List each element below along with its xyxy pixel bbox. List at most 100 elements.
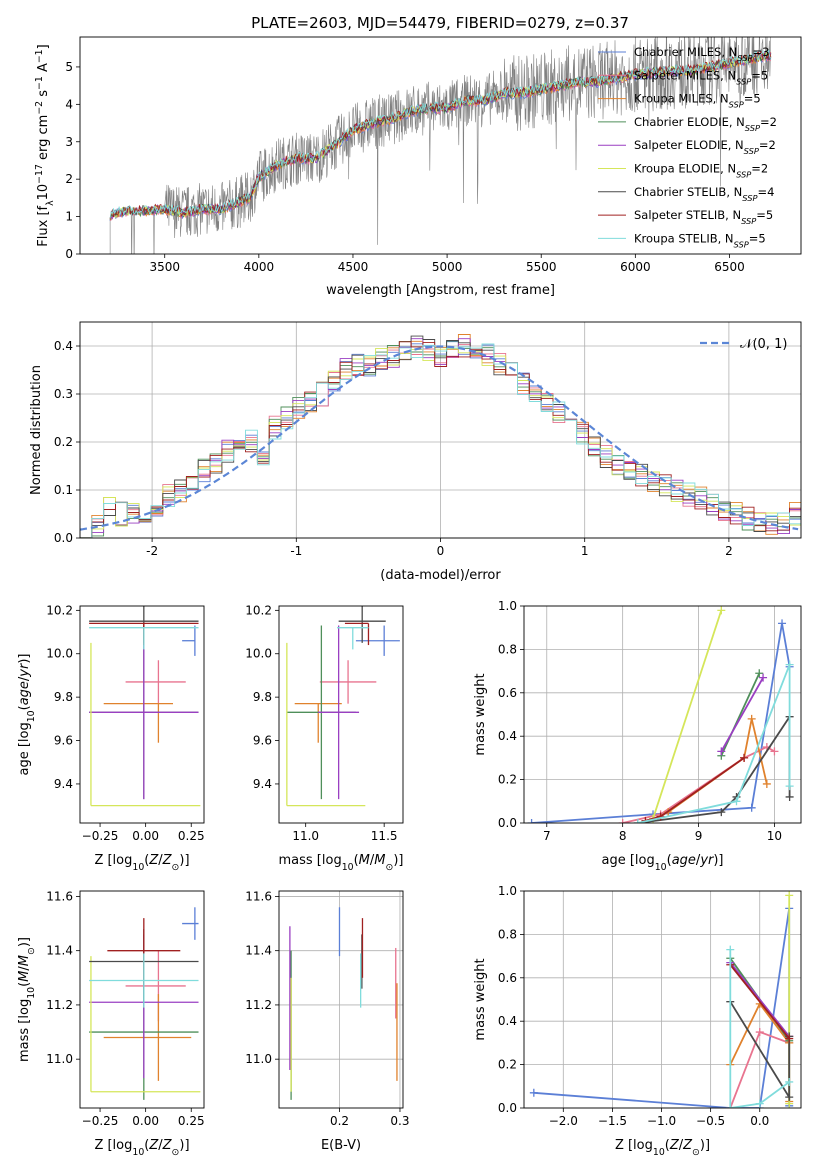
y-tick-label: 9.8 — [253, 690, 272, 704]
y-tick-label: 1.0 — [498, 599, 517, 613]
y-tick-label: 10.0 — [46, 647, 73, 661]
series-line — [720, 677, 764, 752]
panel-age_vs_Z: −0.25 0.00 0.25 9.4 9.6 9.8 10.0 10.2 Z [log10(Z… — [17, 603, 205, 873]
plot-area — [286, 606, 400, 807]
histogram-kroupa-stelib — [80, 343, 801, 538]
series-salpeter-elodie — [717, 673, 768, 756]
x-tick-label: 5000 — [432, 260, 463, 274]
y-tick-label: 11.6 — [245, 889, 272, 903]
series-point — [755, 669, 764, 678]
histogram-chabrier-elodie — [80, 340, 801, 538]
y-axis-label: mass weight — [473, 958, 488, 1040]
errorbar-kroupa-stelib — [89, 953, 199, 1008]
y-tick-label: 10.0 — [245, 647, 272, 661]
legend: 𝒩(0, 1) — [700, 337, 787, 352]
x-tick-label: 0.3 — [390, 1114, 409, 1128]
panel-mass_vs_ebv: 0.2 0.3 11.0 11.2 11.4 11.6 E(B-V) — [245, 889, 409, 1153]
y-tick-label: 0.2 — [498, 773, 517, 787]
x-tick-label: 3500 — [149, 260, 180, 274]
legend-entry: 𝒩(0, 1) — [740, 337, 787, 352]
legend-entry: Kroupa STELIB, NSSP=5 — [634, 231, 766, 249]
series-point — [770, 747, 779, 756]
series-point — [755, 1028, 764, 1037]
plot-area — [89, 907, 201, 1100]
x-tick-label: 8 — [619, 829, 627, 843]
errorbar-salpeter-elodie — [89, 625, 199, 800]
series-point — [732, 797, 741, 806]
y-tick-label: 0.0 — [54, 531, 73, 545]
y-tick-label: 11.2 — [245, 998, 272, 1012]
y-tick-label: 10.2 — [46, 603, 73, 617]
series-point — [785, 782, 794, 791]
x-axis-label: (data-model)/error — [380, 568, 501, 583]
axes-frame — [523, 890, 802, 1109]
panel-massweight_vs_age: 7 8 9 10 0.0 0.2 0.4 0.6 0.8 1.0 age [log10(age/yr… — [473, 599, 802, 873]
series-point — [759, 673, 768, 682]
y-tick-label: 3 — [65, 135, 73, 149]
series-line — [729, 949, 790, 1108]
y-tick-label: 0.4 — [498, 1014, 517, 1028]
y-tick-label: 11.4 — [46, 944, 73, 958]
y-tick-label: 9.4 — [54, 777, 73, 791]
series-point — [785, 660, 794, 669]
y-axis-label: mass [log10(M/M⊙)] — [17, 937, 37, 1062]
panel-residuals: -2 -1 0 1 2 0.0 0.1 0.2 0.3 0.4 (data-model)/error… — [29, 321, 802, 583]
errorbar-salpeter-stelib — [344, 622, 370, 646]
y-tick-label: 1 — [65, 210, 73, 224]
y-tick-label: 5 — [65, 60, 73, 74]
x-tick-label: 0.2 — [330, 1114, 349, 1128]
x-axis-label: Z [log10(Z/Z⊙)] — [94, 853, 189, 873]
legend-entry: Salpeter ELODIE, NSSP=2 — [634, 138, 776, 156]
series-point — [785, 792, 794, 801]
axes-frame — [79, 36, 802, 255]
x-tick-label: −0.5 — [696, 1114, 725, 1128]
series-point — [717, 808, 726, 817]
series-kroupa-elodie — [649, 606, 726, 823]
x-tick-label: 1 — [581, 544, 589, 558]
series-point — [778, 619, 787, 628]
y-tick-label: 0.3 — [54, 387, 73, 401]
legend-entry: Salpeter STELIB, NSSP=5 — [634, 208, 773, 226]
panel-massweight_vs_Z: −2.0 −1.5 −1.0 −0.5 0.0 0.0 0.2 0.4 0.6 0.8 1.0 Z [… — [473, 884, 802, 1158]
series-point — [717, 747, 726, 756]
series-point — [785, 891, 794, 900]
x-tick-label: −0.25 — [82, 829, 119, 843]
y-tick-label: 0.2 — [54, 435, 73, 449]
errorbar-chabrier-miles — [182, 907, 199, 940]
plot-area — [89, 606, 201, 807]
x-axis-label: Z [log10(Z/Z⊙)] — [94, 1138, 189, 1158]
histogram-salpeter-elodie — [80, 338, 801, 538]
series-line — [637, 664, 791, 823]
plot-area — [527, 606, 794, 823]
series-point — [740, 753, 749, 762]
x-tick-label: 2 — [725, 544, 733, 558]
y-tick-label: 9.4 — [253, 777, 272, 791]
y-tick-label: 11.4 — [245, 944, 272, 958]
legend-entry: Salpeter MILES, NSSP=5 — [634, 68, 768, 86]
series-line — [720, 672, 761, 757]
errorbar-chabrier-miles — [355, 625, 400, 656]
x-axis-label: E(B-V) — [321, 1138, 361, 1153]
axes-frame — [79, 605, 205, 824]
y-tick-label: 0.6 — [498, 686, 517, 700]
series-point — [618, 819, 627, 823]
x-tick-label: 11.5 — [371, 829, 398, 843]
series-point — [726, 945, 735, 954]
panel-age_vs_mass: 11.0 11.5 9.4 9.6 9.8 10.0 10.2 mass [log10(M/M… — [245, 603, 403, 872]
x-tick-label: −2.0 — [549, 1114, 578, 1128]
normal-curve — [80, 345, 799, 531]
series-point — [726, 1104, 735, 1108]
errorbar-chabrier-miles — [182, 625, 196, 656]
series-point — [717, 606, 726, 615]
x-tick-label: 11.0 — [292, 829, 319, 843]
series-point — [529, 1088, 538, 1097]
errorbar-kroupa-miles — [103, 703, 173, 743]
histogram-salpeter-stelib — [80, 341, 801, 538]
legend: Chabrier MILES, NSSP=3 Salpeter MILES, NS… — [598, 45, 777, 249]
legend-entry: Kroupa MILES, NSSP=5 — [634, 92, 761, 110]
y-axis-label: Flux [fλ10−17 erg cm−2 s−1 A−1] — [34, 44, 56, 246]
y-tick-label: 0.1 — [54, 483, 73, 497]
series-point — [527, 819, 536, 823]
plot-area — [289, 907, 398, 1100]
